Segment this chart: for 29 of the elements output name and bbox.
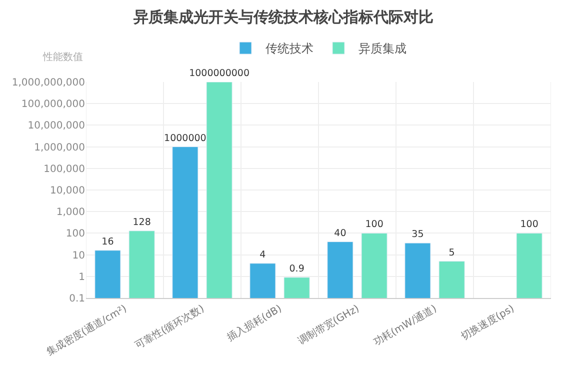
data-label: 35: [412, 229, 424, 240]
data-label: 5: [448, 247, 455, 258]
data-label: 16: [102, 236, 114, 248]
legend-label: 传统技术: [266, 42, 314, 56]
data-label: 100: [520, 219, 538, 230]
data-label: 40: [334, 228, 346, 239]
y-tick-label: 100: [66, 228, 85, 240]
chart-title: 异质集成光开关与传统技术核心指标代际对比: [132, 8, 434, 26]
data-label: 0.9: [289, 263, 304, 274]
y-tick-label: 1,000,000,000: [12, 78, 85, 88]
data-label: 1000000000: [189, 68, 250, 79]
x-tick-label: 插入损耗(dB): [224, 302, 284, 344]
y-tick-label: 10: [72, 250, 85, 262]
y-tick-label: 100,000,000: [21, 99, 85, 110]
y-tick-label: 10,000: [50, 186, 85, 196]
y-axis-title: 性能数值: [42, 51, 83, 63]
data-label: 1000000: [164, 132, 206, 144]
x-tick-label: 切换速度(ps): [458, 302, 516, 343]
y-tick-label: 10,000,000: [28, 120, 85, 132]
data-label: 100: [365, 219, 384, 230]
data-label: 128: [132, 216, 151, 228]
y-tick-label: 1,000: [56, 207, 85, 218]
y-tick-label: 1,000,000: [34, 142, 85, 154]
legend-label: 异质集成: [358, 42, 406, 56]
y-tick-label: 0.1: [69, 294, 85, 304]
y-tick-label: 1: [78, 272, 85, 283]
data-label: 4: [260, 249, 266, 260]
y-tick-label: 100,000: [44, 164, 85, 175]
x-tick-label: 可靠性(循环次数): [132, 302, 206, 352]
